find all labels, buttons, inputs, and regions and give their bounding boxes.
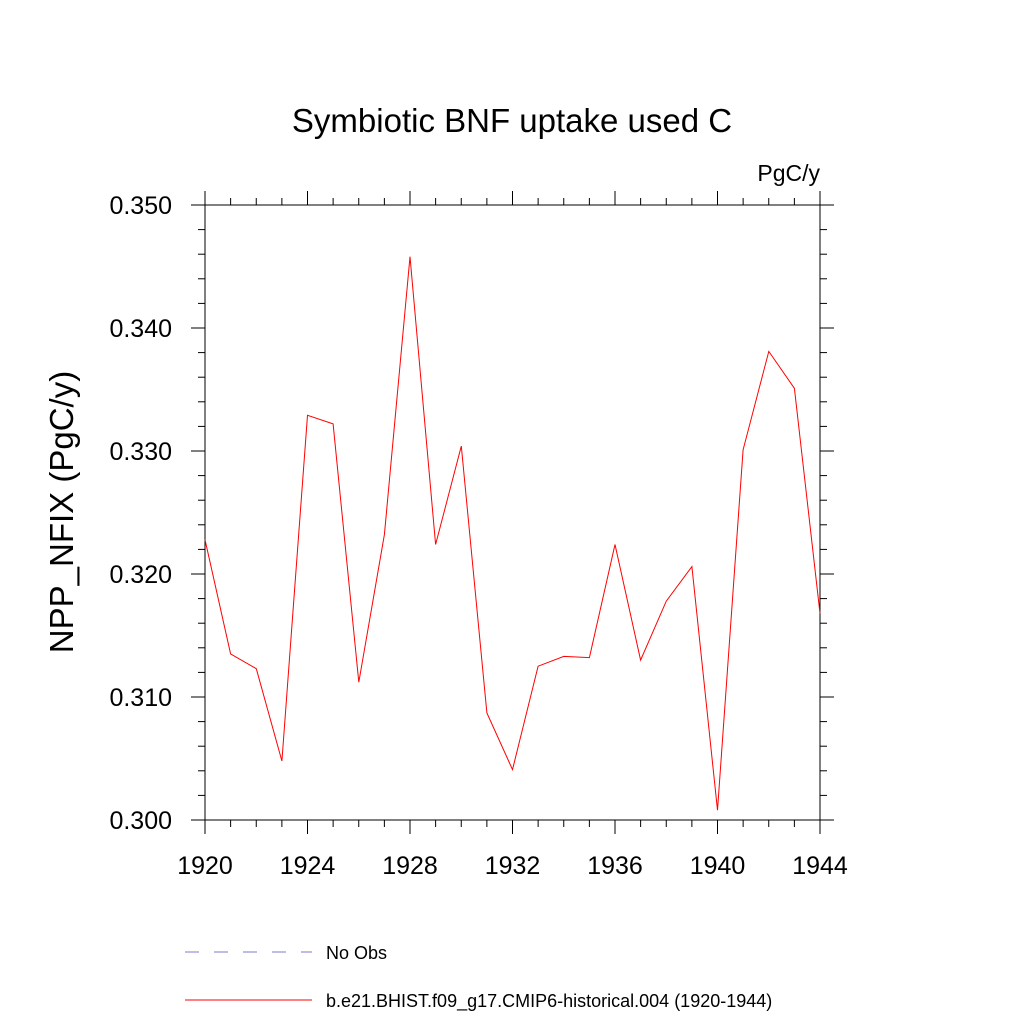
- legend-label: No Obs: [326, 943, 387, 963]
- legend: No Obs b.e21.BHIST.f09_g17.CMIP6-historic…: [185, 943, 772, 1012]
- legend-label: b.e21.BHIST.f09_g17.CMIP6-historical.004…: [326, 991, 772, 1012]
- y-tick-label: 0.330: [109, 438, 172, 466]
- series-group: [204, 256, 821, 811]
- y-tick-label: 0.310: [109, 684, 172, 712]
- axis-ticks: [191, 191, 834, 834]
- x-tick-label: 1936: [587, 852, 643, 880]
- y-tick-label: 0.300: [109, 807, 172, 835]
- tick-labels: 1920 1924 1928 1932 1936 1940 1944 0.300 0.310 0.…: [109, 192, 847, 880]
- y-tick-label: 0.340: [109, 315, 172, 343]
- series-line: [204, 256, 821, 811]
- plot-frame: [204, 204, 821, 821]
- y-tick-label: 0.350: [109, 192, 172, 220]
- x-tick-label: 1924: [280, 852, 336, 880]
- x-tick-label: 1920: [177, 852, 233, 880]
- y-axis-label: NPP_NFIX (PgC/y): [43, 371, 80, 653]
- chart-title: Symbiotic BNF uptake used C: [292, 102, 732, 139]
- x-tick-label: 1928: [382, 852, 438, 880]
- x-tick-label: 1944: [792, 852, 848, 880]
- units-label: PgC/y: [757, 160, 820, 186]
- x-tick-label: 1940: [690, 852, 746, 880]
- y-tick-label: 0.320: [109, 561, 172, 589]
- x-tick-label: 1932: [485, 852, 541, 880]
